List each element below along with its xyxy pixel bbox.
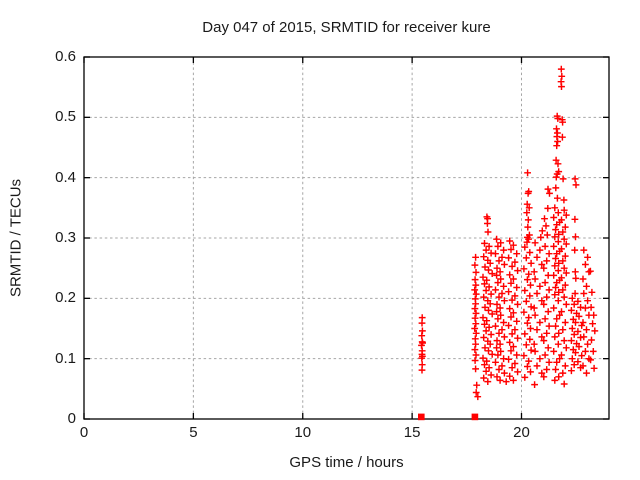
x-tick-label: 0 [79,424,89,441]
y-tick-label: 0.2 [55,289,76,307]
y-tick-label: 0.5 [55,108,76,126]
zero-cluster-marker [418,413,425,421]
x-tick-label: 10 [294,424,312,441]
chart-title: Day 047 of 2015, SRMTID for receiver kur… [202,19,491,36]
x-tick-label: 15 [403,424,421,441]
y-tick-label: 0 [67,410,76,427]
x-axis-label: GPS time / hours [289,454,404,471]
zero-cluster-marker [471,413,479,421]
x-tick-label: 20 [513,424,530,441]
x-tick-label: 5 [189,424,198,441]
scatter-points [418,65,599,401]
y-tick-label: 0.6 [55,48,76,65]
y-tick-label: 0.4 [55,168,76,186]
y-tick-label: 0.1 [55,349,76,367]
y-tick-label: 0.3 [55,229,76,246]
